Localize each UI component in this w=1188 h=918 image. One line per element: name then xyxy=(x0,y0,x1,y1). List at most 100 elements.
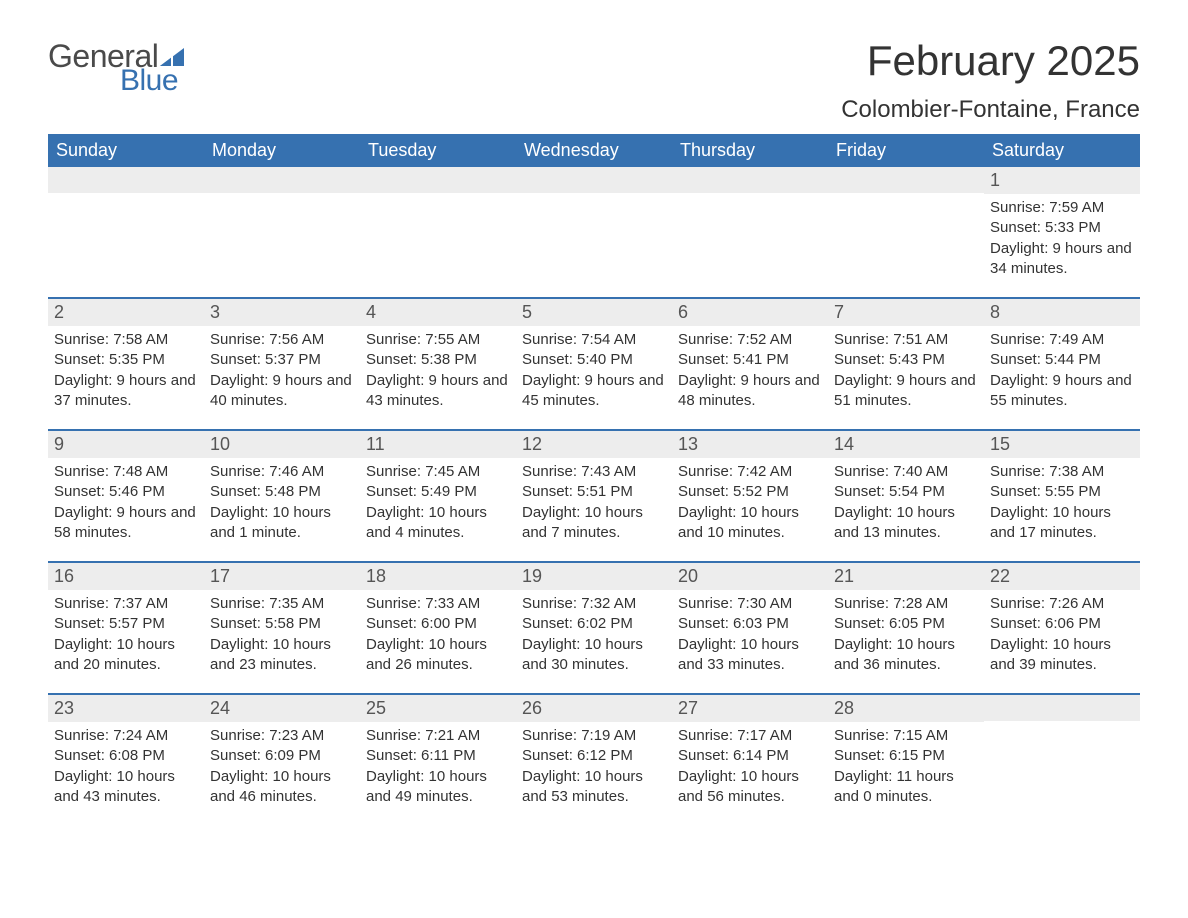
sunrise-text: Sunrise: 7:21 AM xyxy=(366,726,510,746)
day-details: Sunrise: 7:43 AMSunset: 5:51 PMDaylight:… xyxy=(516,458,672,543)
day-number-band: 13 xyxy=(672,431,828,458)
sunrise-text: Sunrise: 7:55 AM xyxy=(366,330,510,350)
sunset-text: Sunset: 5:43 PM xyxy=(834,350,978,370)
day-number: 5 xyxy=(522,302,532,322)
calendar-grid: Sunday Monday Tuesday Wednesday Thursday… xyxy=(48,134,1140,807)
calendar-cell: 16 Sunrise: 7:37 AMSunset: 5:57 PMDayligh… xyxy=(48,563,204,675)
calendar-cell: 5Sunrise: 7:54 AMSunset: 5:40 PMDaylight… xyxy=(516,299,672,411)
location-label: Colombier-Fontaine, France xyxy=(841,96,1140,124)
day-number-band: 17 xyxy=(204,563,360,590)
sunset-text: Sunset: 5:57 PM xyxy=(54,614,198,634)
day-details: Sunrise: 7:59 AMSunset: 5:33 PMDaylight:… xyxy=(984,194,1140,279)
daylight-text: Daylight: 10 hours and 20 minutes. xyxy=(54,635,198,676)
day-number-band xyxy=(828,167,984,193)
calendar-cell: 18Sunrise: 7:33 AMSunset: 6:00 PMDayligh… xyxy=(360,563,516,675)
calendar-cell xyxy=(204,167,360,279)
sunset-text: Sunset: 5:40 PM xyxy=(522,350,666,370)
day-details: Sunrise: 7:56 AMSunset: 5:37 PMDaylight:… xyxy=(204,326,360,411)
day-number: 11 xyxy=(366,434,385,454)
day-number-band xyxy=(360,167,516,193)
day-number-band: 1 xyxy=(984,167,1140,194)
sunrise-text: Sunrise: 7:48 AM xyxy=(54,462,198,482)
day-number-band xyxy=(672,167,828,193)
brand-logo: General Blue xyxy=(48,40,184,96)
calendar-cell: 26Sunrise: 7:19 AMSunset: 6:12 PMDayligh… xyxy=(516,695,672,807)
sunset-text: Sunset: 6:06 PM xyxy=(990,614,1134,634)
sunset-text: Sunset: 5:48 PM xyxy=(210,482,354,502)
day-number-band: 23 xyxy=(48,695,204,722)
daylight-text: Daylight: 9 hours and 43 minutes. xyxy=(366,371,510,412)
calendar-cell xyxy=(360,167,516,279)
sunset-text: Sunset: 6:02 PM xyxy=(522,614,666,634)
day-number-band: 18 xyxy=(360,563,516,590)
sunset-text: Sunset: 5:37 PM xyxy=(210,350,354,370)
sunset-text: Sunset: 5:58 PM xyxy=(210,614,354,634)
daylight-text: Daylight: 10 hours and 30 minutes. xyxy=(522,635,666,676)
sunrise-text: Sunrise: 7:35 AM xyxy=(210,594,354,614)
sunrise-text: Sunrise: 7:32 AM xyxy=(522,594,666,614)
calendar-cell xyxy=(984,695,1140,807)
day-number-band: 24 xyxy=(204,695,360,722)
day-number-band: 27 xyxy=(672,695,828,722)
day-details: Sunrise: 7:40 AMSunset: 5:54 PMDaylight:… xyxy=(828,458,984,543)
day-number: 4 xyxy=(366,302,376,322)
calendar-cell: 1 Sunrise: 7:59 AMSunset: 5:33 PMDaylight… xyxy=(984,167,1140,279)
calendar-cell xyxy=(516,167,672,279)
day-details: Sunrise: 7:21 AMSunset: 6:11 PMDaylight:… xyxy=(360,722,516,807)
day-number: 16 xyxy=(54,566,74,586)
dow-friday: Friday xyxy=(828,134,984,167)
day-number: 10 xyxy=(210,434,230,454)
day-details: Sunrise: 7:37 AMSunset: 5:57 PMDaylight:… xyxy=(48,590,204,675)
sunset-text: Sunset: 5:52 PM xyxy=(678,482,822,502)
day-number-band: 10 xyxy=(204,431,360,458)
dow-monday: Monday xyxy=(204,134,360,167)
day-number: 28 xyxy=(834,698,854,718)
sunset-text: Sunset: 6:00 PM xyxy=(366,614,510,634)
day-of-week-header: Sunday Monday Tuesday Wednesday Thursday… xyxy=(48,134,1140,167)
day-number-band: 14 xyxy=(828,431,984,458)
daylight-text: Daylight: 10 hours and 23 minutes. xyxy=(210,635,354,676)
dow-tuesday: Tuesday xyxy=(360,134,516,167)
day-number-band: 7 xyxy=(828,299,984,326)
calendar-cell: 7Sunrise: 7:51 AMSunset: 5:43 PMDaylight… xyxy=(828,299,984,411)
day-details: Sunrise: 7:28 AMSunset: 6:05 PMDaylight:… xyxy=(828,590,984,675)
day-details: Sunrise: 7:32 AMSunset: 6:02 PMDaylight:… xyxy=(516,590,672,675)
day-number: 1 xyxy=(990,170,1000,190)
day-details: Sunrise: 7:49 AMSunset: 5:44 PMDaylight:… xyxy=(984,326,1140,411)
daylight-text: Daylight: 9 hours and 37 minutes. xyxy=(54,371,198,412)
day-number: 20 xyxy=(678,566,698,586)
day-number: 2 xyxy=(54,302,64,322)
day-number-band: 26 xyxy=(516,695,672,722)
day-number-band: 12 xyxy=(516,431,672,458)
day-details: Sunrise: 7:30 AMSunset: 6:03 PMDaylight:… xyxy=(672,590,828,675)
day-details: Sunrise: 7:52 AMSunset: 5:41 PMDaylight:… xyxy=(672,326,828,411)
day-number: 22 xyxy=(990,566,1010,586)
sunrise-text: Sunrise: 7:33 AM xyxy=(366,594,510,614)
page-header: General Blue February 2025 Colombier-Fon… xyxy=(48,40,1140,124)
day-number-band xyxy=(48,167,204,193)
daylight-text: Daylight: 9 hours and 51 minutes. xyxy=(834,371,978,412)
day-details: Sunrise: 7:45 AMSunset: 5:49 PMDaylight:… xyxy=(360,458,516,543)
daylight-text: Daylight: 10 hours and 39 minutes. xyxy=(990,635,1134,676)
daylight-text: Daylight: 10 hours and 53 minutes. xyxy=(522,767,666,808)
day-details: Sunrise: 7:17 AMSunset: 6:14 PMDaylight:… xyxy=(672,722,828,807)
sunset-text: Sunset: 6:12 PM xyxy=(522,746,666,766)
calendar-cell: 15Sunrise: 7:38 AMSunset: 5:55 PMDayligh… xyxy=(984,431,1140,543)
sunrise-text: Sunrise: 7:43 AM xyxy=(522,462,666,482)
day-number-band: 22 xyxy=(984,563,1140,590)
brand-word-2: Blue xyxy=(120,66,184,96)
day-number: 23 xyxy=(54,698,74,718)
day-number-band: 28 xyxy=(828,695,984,722)
day-details: Sunrise: 7:58 AMSunset: 5:35 PMDaylight:… xyxy=(48,326,204,411)
sunrise-text: Sunrise: 7:54 AM xyxy=(522,330,666,350)
sunrise-text: Sunrise: 7:46 AM xyxy=(210,462,354,482)
day-details: Sunrise: 7:26 AMSunset: 6:06 PMDaylight:… xyxy=(984,590,1140,675)
day-details: Sunrise: 7:55 AMSunset: 5:38 PMDaylight:… xyxy=(360,326,516,411)
calendar-cell: 24Sunrise: 7:23 AMSunset: 6:09 PMDayligh… xyxy=(204,695,360,807)
sunrise-text: Sunrise: 7:17 AM xyxy=(678,726,822,746)
calendar-cell: 22 Sunrise: 7:26 AMSunset: 6:06 PMDayligh… xyxy=(984,563,1140,675)
day-number: 24 xyxy=(210,698,230,718)
calendar-cell: 9Sunrise: 7:48 AMSunset: 5:46 PMDaylight… xyxy=(48,431,204,543)
calendar-cell: 20 Sunrise: 7:30 AMSunset: 6:03 PMDayligh… xyxy=(672,563,828,675)
calendar-cell: 28Sunrise: 7:15 AMSunset: 6:15 PMDayligh… xyxy=(828,695,984,807)
